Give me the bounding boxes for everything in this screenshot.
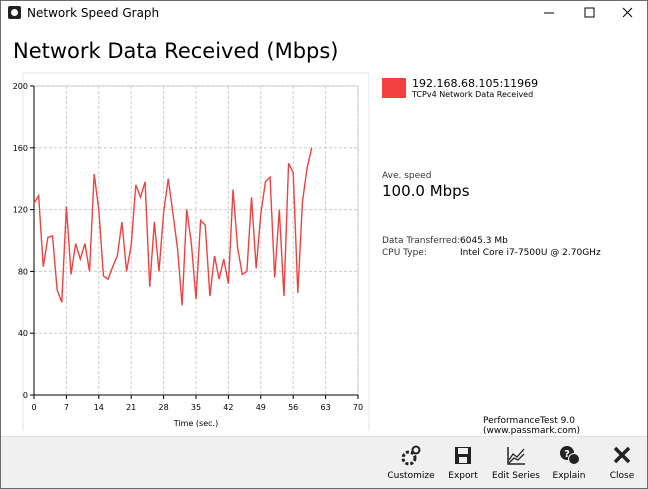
icon: ?: [560, 446, 580, 465]
y-tick-label: 0: [23, 391, 28, 400]
x-tick-label: 21: [126, 403, 136, 412]
button-label: Export: [448, 471, 478, 481]
x-tick-label: 63: [321, 403, 331, 412]
y-tick-label: 120: [13, 206, 28, 215]
icon: [455, 447, 471, 464]
stat-key: CPU Type:: [382, 248, 427, 258]
y-tick-label: 160: [13, 144, 28, 153]
data-line: [33, 147, 313, 306]
customize-button[interactable]: Customize: [383, 437, 439, 488]
x-tick-label: 35: [191, 403, 201, 412]
edit-series-button[interactable]: Edit Series: [488, 437, 544, 488]
x-tick-label: 70: [353, 403, 363, 412]
x-tick-label: 28: [159, 403, 169, 412]
button-label: Customize: [387, 471, 435, 481]
maximize[interactable]: [584, 7, 595, 18]
chart: 0 40 80 120 160 200 0 7 14 21 28 35 42 49 56 63 70 Time (…: [13, 72, 370, 431]
close-window[interactable]: [622, 7, 633, 18]
x-tick-label: 0: [31, 403, 36, 412]
title-icons: [8, 6, 633, 19]
legend-name: 192.168.68.105:11969: [412, 77, 539, 90]
footer: PerformanceTest 9.0 (www.passmark.com): [483, 416, 581, 436]
button-label: Close: [609, 471, 635, 481]
x-tick-label: 7: [64, 403, 69, 412]
x-axis-label: Time (sec.): [173, 419, 218, 428]
app-icon-dot: [11, 9, 18, 16]
y-tick-label: 40: [18, 329, 28, 338]
x-tick-label: 42: [223, 403, 233, 412]
button-label: Edit Series: [492, 471, 540, 481]
icon: [507, 447, 525, 465]
icon: [613, 446, 631, 464]
x-tick-label: 49: [256, 403, 266, 412]
legend-swatch: [382, 78, 406, 98]
export-button[interactable]: Export: [435, 437, 491, 488]
window-title: Network Speed Graph: [27, 6, 160, 20]
heading: Network Data Received (Mbps): [13, 39, 339, 63]
x-tick-label: 56: [288, 403, 298, 412]
stat-value: 6045.3 Mb: [460, 236, 508, 246]
chart-frame: [22, 72, 370, 431]
stat-key: Data Transferred:: [382, 236, 461, 246]
explain-button[interactable]: ? Explain: [541, 437, 597, 488]
toolbar: Customize Export Edit Series ? Explain C…: [1, 436, 647, 488]
ave-value: 100.0 Mbps: [382, 182, 470, 200]
close-button[interactable]: Close: [594, 437, 647, 488]
stat-value: Intel Core i7-7500U @ 2.70GHz: [460, 248, 601, 258]
x-tick-label: 14: [94, 403, 104, 412]
icon: [401, 445, 421, 466]
title-bar: Network Speed Graph: [1, 1, 647, 25]
ave-label: Ave. speed: [382, 171, 432, 181]
legend-sub: TCPv4 Network Data Received: [412, 90, 534, 99]
y-tick-label: 80: [18, 267, 28, 276]
y-tick-label: 200: [13, 82, 28, 91]
button-label: Explain: [552, 471, 586, 481]
svg-text:?: ?: [564, 449, 570, 460]
